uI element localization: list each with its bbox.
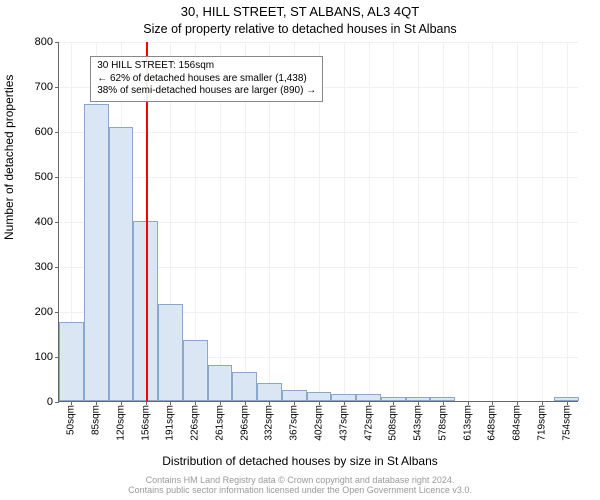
histogram-bar bbox=[232, 372, 257, 401]
histogram-bar bbox=[356, 394, 381, 401]
xtick-label: 332sqm bbox=[264, 405, 275, 441]
histogram-bar bbox=[208, 365, 233, 401]
plot-area: 010020030040050060070080050sqm85sqm120sq… bbox=[58, 42, 578, 402]
xtick-label: 367sqm bbox=[289, 405, 300, 441]
credit-text: Contains HM Land Registry data © Crown c… bbox=[0, 476, 600, 496]
grid-v bbox=[418, 42, 419, 401]
xtick-label: 437sqm bbox=[338, 405, 349, 441]
ytick-mark bbox=[55, 87, 59, 88]
grid-v bbox=[443, 42, 444, 401]
ytick-label: 0 bbox=[47, 396, 53, 408]
ytick-label: 700 bbox=[35, 81, 53, 93]
xtick-label: 296sqm bbox=[239, 405, 250, 441]
xtick-label: 402sqm bbox=[314, 405, 325, 441]
ytick-label: 500 bbox=[35, 171, 53, 183]
histogram-bar bbox=[257, 383, 282, 401]
histogram-bar bbox=[109, 127, 134, 402]
xtick-label: 261sqm bbox=[214, 405, 225, 441]
xtick-label: 648sqm bbox=[487, 405, 498, 441]
chart-title-line1: 30, HILL STREET, ST ALBANS, AL3 4QT bbox=[0, 4, 600, 19]
grid-v bbox=[542, 42, 543, 401]
grid-v bbox=[468, 42, 469, 401]
xtick-label: 719sqm bbox=[536, 405, 547, 441]
grid-v bbox=[393, 42, 394, 401]
annotation-box: 30 HILL STREET: 156sqm← 62% of detached … bbox=[90, 56, 323, 102]
histogram-bar bbox=[282, 390, 307, 401]
xtick-label: 472sqm bbox=[363, 405, 374, 441]
grid-v bbox=[492, 42, 493, 401]
grid-v bbox=[517, 42, 518, 401]
ytick-mark bbox=[55, 42, 59, 43]
xtick-label: 684sqm bbox=[512, 405, 523, 441]
credit-line-1: Contains HM Land Registry data © Crown c… bbox=[146, 475, 455, 485]
histogram-bar bbox=[158, 304, 183, 401]
histogram-bar bbox=[59, 322, 84, 401]
ytick-label: 400 bbox=[35, 216, 53, 228]
xtick-label: 50sqm bbox=[66, 405, 77, 435]
histogram-bar bbox=[84, 104, 109, 401]
xtick-label: 191sqm bbox=[165, 405, 176, 441]
grid-v bbox=[344, 42, 345, 401]
grid-v bbox=[369, 42, 370, 401]
grid-v bbox=[567, 42, 568, 401]
annotation-line-1: 30 HILL STREET: 156sqm bbox=[97, 60, 316, 73]
ytick-mark bbox=[55, 222, 59, 223]
ytick-label: 300 bbox=[35, 261, 53, 273]
ytick-label: 100 bbox=[35, 351, 53, 363]
xtick-label: 508sqm bbox=[388, 405, 399, 441]
annotation-line-3: 38% of semi-detached houses are larger (… bbox=[97, 85, 316, 98]
x-axis-label: Distribution of detached houses by size … bbox=[0, 454, 600, 468]
xtick-label: 613sqm bbox=[462, 405, 473, 441]
y-axis-label: Number of detached properties bbox=[2, 75, 16, 240]
ytick-mark bbox=[55, 177, 59, 178]
credit-line-2: Contains public sector information licen… bbox=[128, 485, 472, 495]
xtick-label: 578sqm bbox=[437, 405, 448, 441]
xtick-label: 754sqm bbox=[561, 405, 572, 441]
ytick-label: 200 bbox=[35, 306, 53, 318]
xtick-label: 543sqm bbox=[413, 405, 424, 441]
ytick-mark bbox=[55, 402, 59, 403]
chart-title-line2: Size of property relative to detached ho… bbox=[0, 22, 600, 36]
xtick-label: 85sqm bbox=[91, 405, 102, 435]
histogram-bar bbox=[183, 340, 208, 401]
ytick-label: 600 bbox=[35, 126, 53, 138]
xtick-label: 226sqm bbox=[190, 405, 201, 441]
xtick-label: 120sqm bbox=[115, 405, 126, 441]
ytick-mark bbox=[55, 312, 59, 313]
xtick-label: 156sqm bbox=[140, 405, 151, 441]
histogram-bar bbox=[307, 392, 332, 401]
histogram-bar bbox=[331, 394, 356, 401]
ytick-mark bbox=[55, 267, 59, 268]
ytick-mark bbox=[55, 132, 59, 133]
annotation-line-2: ← 62% of detached houses are smaller (1,… bbox=[97, 73, 316, 86]
ytick-label: 800 bbox=[35, 36, 53, 48]
